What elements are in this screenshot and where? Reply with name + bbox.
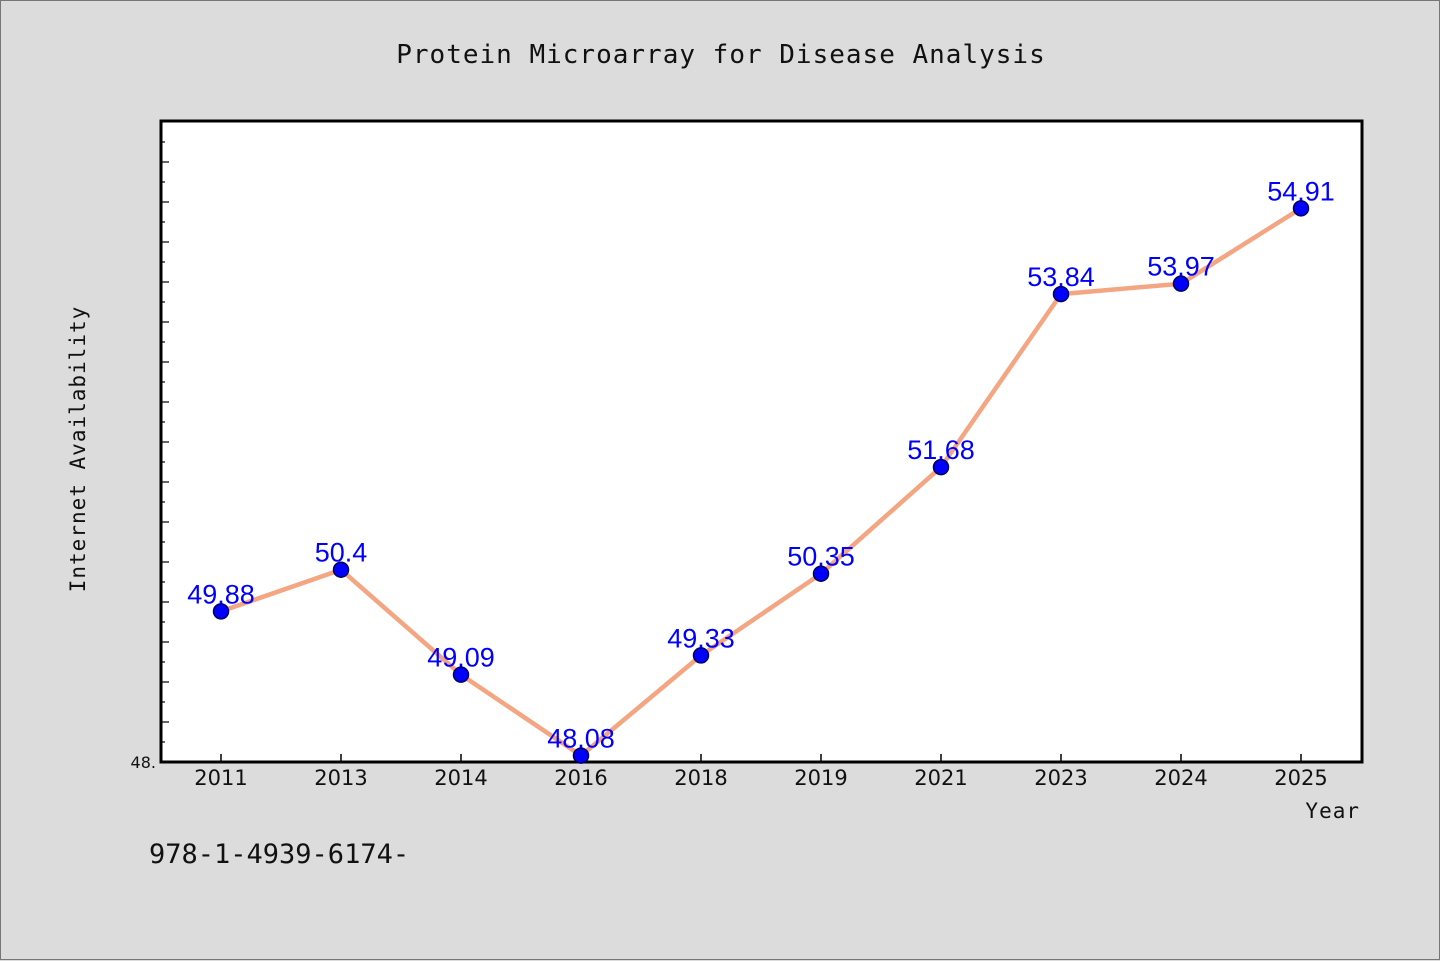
series-line xyxy=(218,206,1304,758)
data-series: 49.88 50.4 49.09 48.08 49.33 50.35 51.68 53.84 5… xyxy=(187,176,1335,764)
y-axis-ticks xyxy=(161,141,169,743)
y-tick-label-min: 48. xyxy=(131,753,156,772)
x-tick-label: 2013 xyxy=(314,766,367,790)
data-point xyxy=(452,666,470,683)
data-point xyxy=(932,458,950,476)
data-point xyxy=(1172,275,1190,292)
data-label: 49.09 xyxy=(427,643,495,673)
data-label: 53.97 xyxy=(1147,252,1215,282)
x-tick-label: 2023 xyxy=(1034,766,1087,790)
data-point xyxy=(692,647,710,664)
x-tick-label: 2014 xyxy=(434,766,487,790)
data-point xyxy=(572,747,590,764)
data-point xyxy=(332,561,350,578)
data-label: 50.35 xyxy=(787,542,855,572)
footer-isbn: 978-1-4939-6174- xyxy=(149,839,409,870)
x-tick-label: 2018 xyxy=(674,766,727,790)
data-point xyxy=(812,565,830,582)
data-label: 50.4 xyxy=(315,538,368,568)
x-axis-tick-labels: 2011 2013 2014 2016 2018 2019 2021 2023 2024 2025 xyxy=(194,766,1327,790)
x-tick-label: 2021 xyxy=(914,766,967,790)
data-point xyxy=(212,603,230,620)
y-axis-title: Internet Availability xyxy=(66,306,90,593)
data-point xyxy=(1052,285,1070,303)
data-label: 54.91 xyxy=(1267,176,1335,206)
data-label: 48.08 xyxy=(547,724,615,754)
chart-title: Protein Microarray for Disease Analysis xyxy=(396,40,1045,70)
plot-area xyxy=(159,119,1364,764)
x-tick-label: 2011 xyxy=(194,766,247,790)
data-label: 53.84 xyxy=(1027,262,1095,292)
data-label: 51.68 xyxy=(907,435,975,465)
x-tick-label: 2025 xyxy=(1274,766,1327,790)
x-axis-title: Year xyxy=(1305,799,1360,823)
x-tick-label: 2019 xyxy=(794,766,847,790)
x-tick-label: 2016 xyxy=(554,766,607,790)
x-tick-label: 2024 xyxy=(1154,766,1207,790)
data-point xyxy=(1292,200,1310,217)
data-label: 49.33 xyxy=(667,623,735,653)
data-label: 49.88 xyxy=(187,579,255,609)
